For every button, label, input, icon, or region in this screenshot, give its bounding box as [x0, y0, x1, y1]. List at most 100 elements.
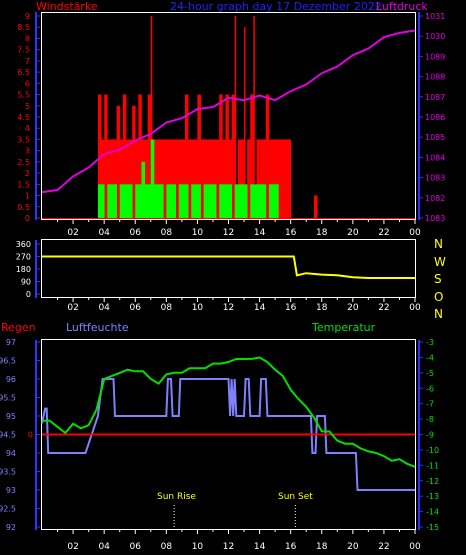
temperature-tick-label: -11 [426, 461, 439, 470]
wind-average-bar [272, 184, 276, 218]
wind-gust-bar [275, 139, 279, 218]
wind-panel-frame [41, 12, 416, 220]
humidity-label: Luftfeuchte [66, 321, 129, 334]
temperature-tick-label: -8 [426, 415, 434, 424]
x-tick-label: 20 [347, 542, 359, 552]
x-tick-label: 02 [67, 228, 78, 238]
wind-direction-line [42, 255, 415, 279]
x-tick-label: 04 [98, 542, 110, 552]
bottom-panel-frame [41, 339, 416, 530]
wind-gust-bar [287, 139, 292, 218]
wind-average-bar [129, 184, 133, 218]
bottom-layer [41, 356, 416, 527]
wind-average-bar [181, 184, 186, 218]
direction-tick-label: 90 [21, 278, 31, 287]
temperature-tick-label: -5 [426, 369, 434, 378]
compass-letter: W [434, 254, 446, 269]
wind-average-bar [234, 184, 239, 218]
x-tick-label: 18 [316, 542, 328, 552]
wind-average-bar [119, 184, 124, 218]
wind-tick-label: 0.5 [17, 203, 30, 212]
temperature-label: Temperatur [312, 321, 376, 334]
wind-average-bar [144, 184, 149, 218]
wind-average-bar [262, 184, 267, 218]
wind-gust-bar [129, 139, 133, 218]
temperature-tick-label: -12 [426, 477, 439, 486]
temperature-line [41, 356, 416, 468]
x-tick-label: 22 [378, 303, 389, 313]
temperature-tick-label: -13 [426, 492, 439, 501]
wind-tick-label: 2.5 [17, 158, 30, 167]
tick-layer: 98.587.576.565.554.543.532.521.510.50103… [0, 12, 445, 552]
wind-average-bar [138, 184, 142, 218]
wind-gust-bar [178, 139, 183, 218]
wind-gust-bar [259, 139, 264, 218]
wind-gust-bar [119, 139, 124, 218]
wind-gust-bar [191, 139, 195, 218]
wind-gust-bar [138, 94, 142, 218]
x-tick-label: 00 [409, 228, 421, 238]
wind-gust-bar [110, 139, 114, 218]
wind-tick-label: 4.5 [17, 113, 30, 122]
wind-gust-bar [284, 139, 288, 218]
x-tick-label: 02 [67, 303, 78, 313]
wind-average-bar [113, 184, 117, 218]
wind-average-bar [275, 184, 279, 218]
wind-average-bar [219, 184, 223, 218]
wind-gust-bar [237, 139, 242, 218]
x-tick-label: 16 [285, 303, 297, 313]
wind-gust-bar [203, 139, 208, 218]
wind-average-bar [147, 184, 152, 218]
wind-gust-bar [107, 139, 111, 218]
wind-gust-bar [281, 139, 285, 218]
wind-gust-bar [222, 139, 226, 218]
x-tick-label: 08 [161, 228, 173, 238]
temperature-tick-label: -6 [426, 384, 434, 393]
pressure-tick-label: 1082 [425, 194, 445, 203]
temperature-tick-label: -3 [426, 338, 434, 347]
humidity-tick-label: 95.5 [0, 394, 16, 403]
x-tick-label: 04 [98, 303, 110, 313]
wind-gust-bar [262, 139, 267, 218]
wind-average-bar [110, 184, 114, 218]
x-tick-label: 18 [316, 228, 328, 238]
wind-gust-bar [268, 139, 273, 218]
wind-tick-label: 3.5 [17, 135, 30, 144]
wind-gust-bar [157, 139, 161, 218]
humidity-tick-label: 92.5 [0, 505, 16, 514]
wind-gust-bar [219, 94, 223, 218]
wind-tick-label: 7 [25, 57, 30, 66]
wind-average-bar [169, 184, 173, 218]
wind-average-bar [225, 184, 229, 218]
wind-average-bar [240, 184, 245, 218]
wind-gust-bar [125, 139, 130, 218]
compass-letter: S [434, 272, 442, 286]
pressure-tick-label: 1085 [425, 133, 445, 142]
wind-gust-bar [194, 139, 198, 218]
wind-gust-bar [234, 16, 237, 218]
wind-gust-bar [197, 94, 201, 218]
wind-average-bar [141, 161, 145, 218]
x-tick-label: 12 [223, 228, 234, 238]
wind-gust-bar [144, 139, 149, 218]
wind-gust-bar [247, 139, 251, 218]
compass-letter: N [434, 237, 443, 251]
wind-average-bar [197, 184, 201, 218]
wind-gust-bar [166, 139, 170, 218]
x-tick-label: 14 [254, 542, 266, 552]
humidity-tick-label: 92 [6, 523, 16, 532]
wind-gust-bar [206, 139, 211, 218]
wind-average-bar [166, 184, 170, 218]
wind-gust-bar [265, 94, 270, 218]
wind-average-bar [256, 184, 260, 218]
direction-tick-label: 360 [16, 240, 31, 249]
wind-gust-bar [200, 139, 205, 218]
direction-tick-label: 180 [16, 265, 31, 274]
rain-label: Regen [1, 321, 36, 334]
wind-average-bar [107, 184, 111, 218]
direction-tick-label: 270 [16, 253, 31, 262]
temperature-tick-label: -15 [426, 523, 439, 532]
wind-gust-bar [253, 16, 255, 218]
wind-average-bar [209, 184, 214, 218]
humidity-tick-label: 93.5 [0, 468, 16, 477]
